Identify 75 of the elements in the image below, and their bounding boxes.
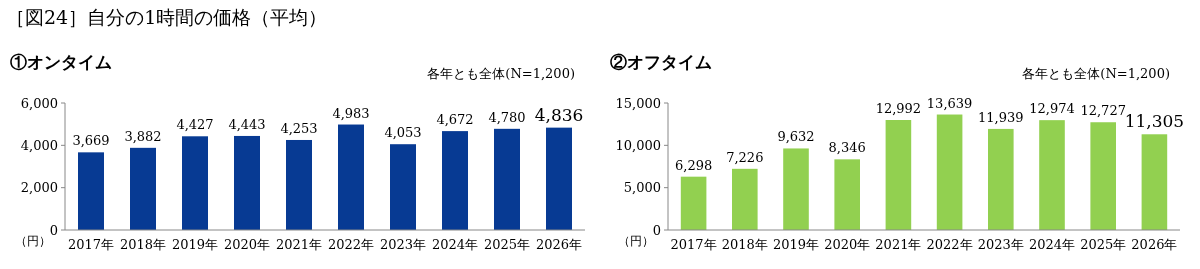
x-tick-label: 2017年 — [67, 237, 115, 252]
bar — [885, 120, 912, 230]
x-tick-label: 2019年 — [171, 237, 219, 252]
y-tick-label: 0 — [49, 222, 58, 238]
y-axis-title: （円） — [618, 234, 654, 248]
chart-title: ［図24］自分の1時間の価格（平均） — [6, 6, 328, 28]
data-label: 4,053 — [384, 125, 422, 141]
x-tick-label: 2020年 — [223, 237, 271, 252]
bar — [546, 127, 572, 230]
x-tick-label: 2021年 — [875, 237, 922, 252]
data-label: 13,639 — [926, 95, 973, 111]
x-tick-label: 2026年 — [535, 237, 583, 252]
x-tick-label: 2018年 — [721, 237, 768, 252]
chart-subtitle: ①オンタイム — [10, 52, 112, 72]
y-tick-label: 0 — [652, 222, 661, 238]
y-tick-label: 10,000 — [615, 137, 661, 153]
bar — [130, 147, 156, 230]
x-tick-label: 2023年 — [379, 237, 427, 252]
x-tick-label: 2017年 — [670, 237, 717, 252]
data-label: 12,992 — [875, 101, 922, 116]
x-tick-label: 2018年 — [119, 237, 167, 252]
data-label: 4,443 — [228, 116, 266, 132]
y-tick-label: 15,000 — [615, 95, 661, 111]
data-label: 6,298 — [674, 157, 713, 173]
data-label: 4,836 — [534, 104, 584, 125]
bar — [182, 136, 208, 230]
data-label: 12,727 — [1080, 103, 1126, 119]
x-tick-label: 2026年 — [1131, 237, 1178, 252]
bar — [834, 159, 860, 230]
data-label: 4,253 — [280, 120, 318, 136]
x-tick-label: 2020年 — [824, 237, 871, 252]
y-tick-label: 4,000 — [20, 137, 58, 153]
text: 各年とも全体(N=1,200) — [427, 66, 575, 81]
bar — [442, 131, 468, 230]
y-axis-title: （円） — [15, 234, 51, 248]
data-label: 11,939 — [978, 109, 1024, 125]
bar — [936, 114, 963, 230]
bar — [783, 148, 809, 230]
data-label: 7,226 — [726, 149, 764, 165]
data-label: 8,346 — [828, 140, 866, 156]
bar — [1090, 122, 1116, 230]
data-label: 11,305 — [1124, 111, 1185, 132]
bar — [988, 128, 1014, 230]
x-tick-label: 2023年 — [977, 237, 1024, 252]
bar — [286, 139, 312, 230]
x-tick-label: 2021年 — [275, 237, 323, 252]
data-label: 4,672 — [436, 112, 474, 128]
x-tick-label: 2022年 — [926, 237, 973, 252]
bar — [390, 144, 416, 230]
bar — [1039, 120, 1065, 230]
data-label: 4,427 — [176, 117, 214, 133]
bar — [732, 168, 758, 230]
text: 各年とも全体(N=1,200) — [1022, 66, 1170, 81]
x-tick-label: 2024年 — [431, 237, 479, 252]
x-tick-label: 2025年 — [1080, 237, 1127, 252]
bar — [1141, 134, 1168, 230]
x-tick-label: 2019年 — [772, 237, 820, 252]
y-tick-label: 6,000 — [20, 95, 58, 111]
y-tick-label: 2,000 — [20, 180, 58, 196]
data-label: 4,983 — [332, 105, 370, 121]
x-tick-label: 2024年 — [1028, 237, 1076, 252]
data-label: 4,780 — [488, 109, 526, 125]
bar — [234, 135, 260, 230]
bar — [494, 128, 520, 230]
x-tick-label: 2025年 — [483, 237, 531, 252]
data-label: 12,974 — [1029, 101, 1075, 117]
y-tick-label: 5,000 — [623, 180, 661, 196]
data-label: 3,669 — [72, 133, 110, 149]
bar — [78, 152, 104, 230]
data-label: 3,882 — [124, 128, 162, 144]
bar — [338, 124, 364, 230]
x-tick-label: 2022年 — [327, 237, 375, 252]
chart-title: ②オフタイム — [610, 52, 712, 72]
data-label: 9,632 — [777, 129, 815, 145]
bar — [680, 176, 707, 230]
